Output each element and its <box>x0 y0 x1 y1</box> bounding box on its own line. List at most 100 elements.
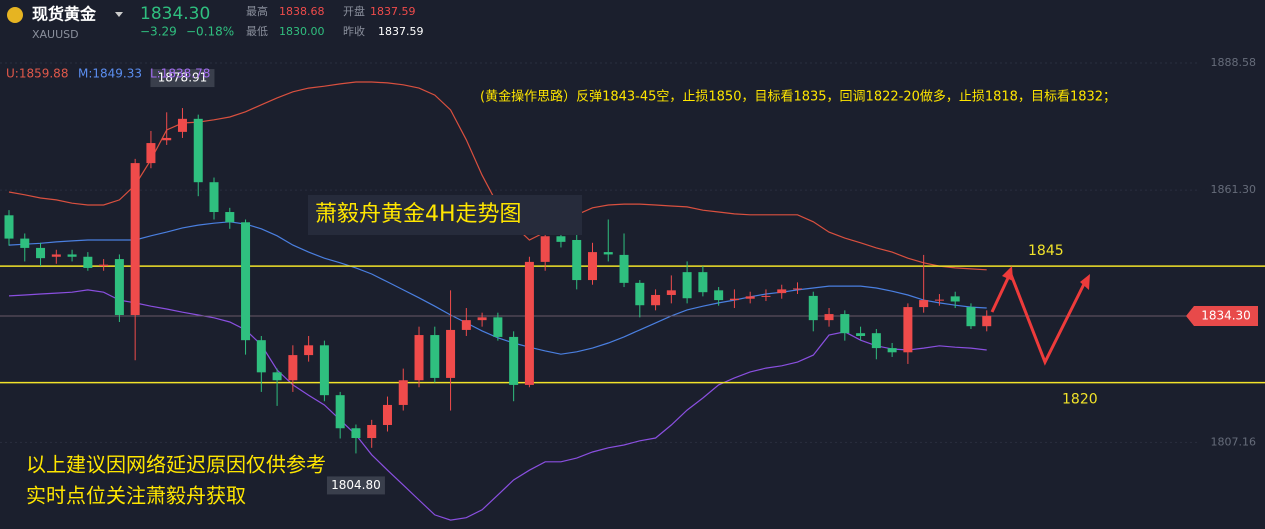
coin-icon <box>7 7 23 23</box>
candle-body <box>729 298 739 301</box>
candle-body <box>446 329 456 378</box>
candle-body <box>603 252 613 255</box>
level-label: 1820 <box>1062 392 1098 408</box>
candle-body <box>682 272 692 299</box>
candle-body <box>982 315 992 327</box>
projection-arrows <box>990 271 1086 366</box>
candle-body <box>288 355 298 381</box>
candle-body <box>950 296 960 302</box>
candle-body <box>335 395 345 429</box>
change: −3.29 <box>140 25 177 39</box>
y-tick-label: 1807.16 <box>1211 435 1257 448</box>
indicator-label: U:1859.88 <box>6 67 68 81</box>
symbol: XAUUSD <box>32 28 79 41</box>
change-pct: −0.18% <box>186 25 234 39</box>
note: 以上建议因网络延迟原因仅供参考 <box>26 453 326 477</box>
candle-body <box>193 118 203 183</box>
dropdown-icon[interactable] <box>115 12 123 17</box>
candle-body <box>824 314 834 321</box>
candle-body <box>36 247 46 259</box>
label: 昨收 <box>343 24 365 38</box>
candle-body <box>966 307 976 327</box>
candle-body <box>67 254 77 257</box>
candle-body <box>209 182 219 213</box>
label-box <box>326 476 385 495</box>
arrowhead <box>1080 274 1090 290</box>
high-label: 1878.91 <box>158 71 208 85</box>
arrowhead <box>1002 266 1013 281</box>
candle-body <box>572 239 582 281</box>
candle-body <box>351 428 361 439</box>
band-line <box>8 289 987 521</box>
low-label: 1804.80 <box>331 478 381 492</box>
label-box <box>150 69 215 88</box>
value: 1837.59 <box>370 5 416 18</box>
arrow <box>1008 271 1086 366</box>
price: 1834.30 <box>140 4 210 24</box>
candle-body <box>871 333 881 349</box>
candle-body <box>745 296 755 299</box>
value: 1837.59 <box>378 25 424 38</box>
plan-annotation: (黄金操作思路）反弹1843-45空，止损1850，目标看1835，回调1822… <box>480 89 1116 105</box>
candle-body <box>461 320 471 330</box>
label: 最低 <box>246 25 268 38</box>
candle-body <box>130 163 140 316</box>
y-tick-label: 1888.58 <box>1211 56 1257 69</box>
candle-body <box>477 317 487 321</box>
chart-title: 萧毅舟黄金4H走势图 <box>315 202 522 227</box>
candle-body <box>714 290 724 301</box>
candle-body <box>698 272 708 293</box>
candle-body <box>241 222 251 341</box>
candle-body <box>146 143 156 164</box>
candle-body <box>177 118 187 132</box>
indicator-label: M:1849.33 <box>78 67 142 81</box>
y-tick-label: 1861.30 <box>1211 183 1257 196</box>
last-price-label: 1834.30 <box>1201 308 1251 322</box>
candle-body <box>414 335 424 381</box>
plot: 1888.58 1861.30 1807.16 1834.30 <box>0 56 1265 521</box>
candle-body <box>493 317 503 337</box>
candle-body <box>556 236 566 242</box>
candle-body <box>524 261 534 385</box>
label: 最高 <box>246 4 268 18</box>
candle-body <box>651 294 661 306</box>
candle-body <box>919 300 929 308</box>
candle-body <box>840 314 850 334</box>
candle-body <box>162 137 172 141</box>
candle-body <box>430 335 440 378</box>
note: 实时点位关注萧毅舟获取 <box>26 484 246 508</box>
candle-body <box>761 295 771 297</box>
candle-body <box>256 340 266 373</box>
candle-body <box>304 345 314 356</box>
candle-body <box>20 238 30 248</box>
value: 1830.00 <box>279 25 325 38</box>
candle-body <box>587 252 597 281</box>
candle-body <box>83 256 93 268</box>
candle-body <box>398 380 408 405</box>
candle-body <box>777 289 787 294</box>
candle-body <box>666 290 676 295</box>
candle-body <box>509 336 519 385</box>
level-label: 1845 <box>1028 243 1064 259</box>
candle-body <box>272 372 282 381</box>
candle-body <box>635 282 645 306</box>
instrument-name[interactable]: 现货黄金 <box>32 5 97 24</box>
candle-body <box>4 215 14 239</box>
candle-body <box>934 299 944 301</box>
candle-body <box>367 424 377 439</box>
candle-body <box>887 348 897 353</box>
candle-body <box>540 236 550 262</box>
candle-body <box>51 254 61 257</box>
candle-body <box>114 259 124 316</box>
value: 1838.68 <box>279 5 325 18</box>
last-price-tag <box>1186 305 1258 326</box>
candle-body <box>808 295 818 321</box>
candle-body <box>856 333 866 336</box>
indicator-label: L:1838.78 <box>150 67 210 81</box>
candle-body <box>99 264 109 267</box>
candle-body <box>619 254 629 283</box>
title-box <box>308 195 582 235</box>
arrow <box>990 277 1010 313</box>
